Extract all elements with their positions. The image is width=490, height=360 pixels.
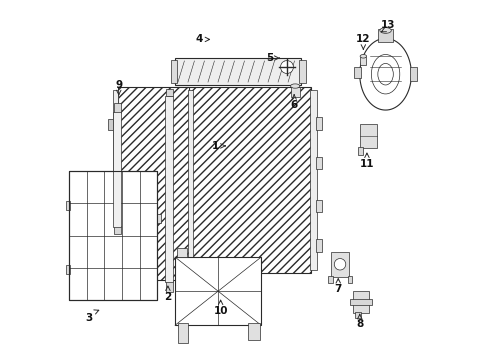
Bar [118,87,190,280]
Bar [316,117,322,130]
Bar [175,58,300,85]
Bar [353,291,368,313]
Bar [69,171,157,300]
Bar [350,299,371,305]
Polygon shape [360,39,412,110]
Ellipse shape [380,28,392,33]
Text: 7: 7 [335,284,342,294]
Bar [113,90,119,277]
Bar [328,276,333,283]
Bar [178,323,188,343]
Bar [316,200,322,212]
Text: 6: 6 [291,100,298,110]
Text: 12: 12 [356,35,370,44]
Bar [171,60,176,83]
Bar [166,282,172,292]
Text: 13: 13 [381,20,396,30]
Text: 1: 1 [212,141,219,151]
Text: 8: 8 [356,319,364,329]
Bar [347,276,352,283]
Bar [358,147,363,155]
Bar [378,30,393,42]
Bar [66,201,70,210]
Bar [316,157,322,169]
Bar [66,265,70,274]
Text: 5: 5 [267,53,274,63]
Text: 3: 3 [85,313,93,323]
Bar [166,89,172,96]
Bar [69,171,157,300]
Bar [360,125,377,148]
Bar [164,108,170,119]
Text: 2: 2 [164,292,171,302]
Bar [175,87,311,273]
Circle shape [334,258,346,270]
Text: 11: 11 [360,159,374,169]
Bar [355,312,361,318]
Bar [331,252,349,277]
Bar [108,248,113,259]
Circle shape [280,60,294,73]
Bar [354,67,361,78]
Bar [299,60,306,83]
Bar [291,87,299,97]
Bar [157,214,161,223]
Text: 10: 10 [213,306,228,316]
Bar [361,57,366,65]
Text: 4: 4 [196,35,203,44]
Bar [316,239,322,252]
Text: 9: 9 [115,80,122,90]
Bar [113,112,122,226]
Bar [410,67,417,81]
Bar [188,90,194,277]
Bar [310,90,317,270]
Bar [247,323,260,339]
Ellipse shape [360,54,367,58]
Ellipse shape [291,84,300,88]
Bar [175,257,261,325]
Bar [170,90,176,270]
Bar [164,247,170,259]
Bar [108,119,113,130]
Bar [177,248,187,257]
Bar [114,103,121,113]
Bar [114,226,121,234]
Bar [166,96,173,282]
